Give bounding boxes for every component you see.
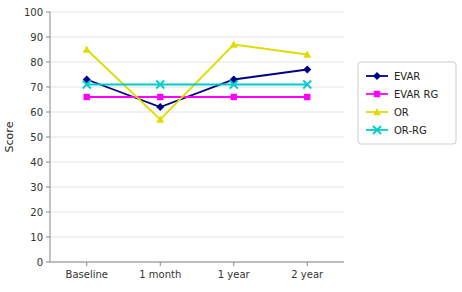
tick-label: 40 bbox=[30, 157, 43, 168]
series-line bbox=[87, 70, 308, 108]
legend: EVAR EVAR RG OR OR-RG bbox=[358, 62, 456, 144]
legend-label: OR bbox=[394, 107, 409, 118]
axis-line bbox=[50, 262, 344, 263]
legend-label: EVAR RG bbox=[394, 89, 438, 100]
series-line bbox=[87, 96, 308, 98]
marker bbox=[303, 51, 311, 58]
tick-label: 2 year bbox=[291, 269, 324, 280]
tick-label: 0 bbox=[37, 257, 43, 268]
tick-mark bbox=[46, 87, 50, 88]
grid-line bbox=[50, 212, 344, 213]
x-axis: Baseline 1 month 1 year 2 year bbox=[66, 262, 325, 280]
tick-label: 70 bbox=[30, 82, 43, 93]
tick-mark bbox=[233, 262, 234, 266]
tick-label: 50 bbox=[30, 132, 43, 143]
tick-label: 80 bbox=[30, 57, 43, 68]
marker bbox=[156, 116, 164, 123]
tick-mark bbox=[46, 262, 50, 263]
tick-label: 90 bbox=[30, 32, 43, 43]
marker bbox=[231, 94, 237, 100]
tick-label: 10 bbox=[30, 232, 43, 243]
tick-mark bbox=[46, 187, 50, 188]
marker bbox=[373, 108, 381, 115]
tick-label: Baseline bbox=[66, 269, 108, 280]
tick-mark bbox=[46, 112, 50, 113]
tick-label: 20 bbox=[30, 207, 43, 218]
tick-label: 60 bbox=[30, 107, 43, 118]
grid-line bbox=[50, 187, 344, 188]
grid-line bbox=[50, 12, 344, 13]
marker bbox=[373, 126, 381, 134]
series-line bbox=[87, 45, 308, 120]
marker bbox=[84, 94, 90, 100]
grid-line bbox=[50, 237, 344, 238]
plot-area bbox=[83, 41, 312, 123]
marker bbox=[304, 94, 310, 100]
tick-label: 1 year bbox=[218, 269, 251, 280]
grid-line bbox=[50, 262, 344, 263]
tick-label: 1 month bbox=[139, 269, 181, 280]
tick-mark bbox=[46, 162, 50, 163]
axis-line bbox=[50, 12, 51, 262]
marker bbox=[230, 81, 238, 89]
tick-mark bbox=[46, 37, 50, 38]
marker bbox=[230, 41, 238, 48]
grid-line bbox=[50, 137, 344, 138]
chart: 0 10 20 30 40 50 60 70 80 90 100 Baseline 1 month 1 y… bbox=[0, 0, 462, 292]
marker bbox=[156, 103, 164, 111]
tick-mark bbox=[46, 62, 50, 63]
axis-label: Score bbox=[3, 121, 16, 152]
tick-mark bbox=[86, 262, 87, 266]
grid-line bbox=[50, 62, 344, 63]
y-axis: 0 10 20 30 40 50 60 70 80 90 100 bbox=[24, 7, 344, 268]
grid-line bbox=[50, 87, 344, 88]
tick-mark bbox=[46, 237, 50, 238]
marker bbox=[303, 81, 311, 89]
marker bbox=[83, 46, 91, 53]
series-line bbox=[87, 84, 308, 86]
legend-label: EVAR bbox=[394, 71, 420, 82]
legend-box bbox=[358, 62, 456, 144]
tick-mark bbox=[46, 212, 50, 213]
grid-line bbox=[50, 112, 344, 113]
tick-label: 30 bbox=[30, 182, 43, 193]
tick-mark bbox=[307, 262, 308, 266]
tick-mark bbox=[46, 12, 50, 13]
marker bbox=[373, 72, 381, 80]
grid-line bbox=[50, 37, 344, 38]
tick-mark bbox=[160, 262, 161, 266]
grid-line bbox=[50, 162, 344, 163]
marker bbox=[157, 94, 163, 100]
marker bbox=[374, 91, 380, 97]
tick-label: 100 bbox=[24, 7, 43, 18]
marker bbox=[156, 81, 164, 89]
marker bbox=[83, 81, 91, 89]
marker bbox=[303, 66, 311, 74]
tick-mark bbox=[46, 137, 50, 138]
legend-label: OR-RG bbox=[394, 125, 427, 136]
